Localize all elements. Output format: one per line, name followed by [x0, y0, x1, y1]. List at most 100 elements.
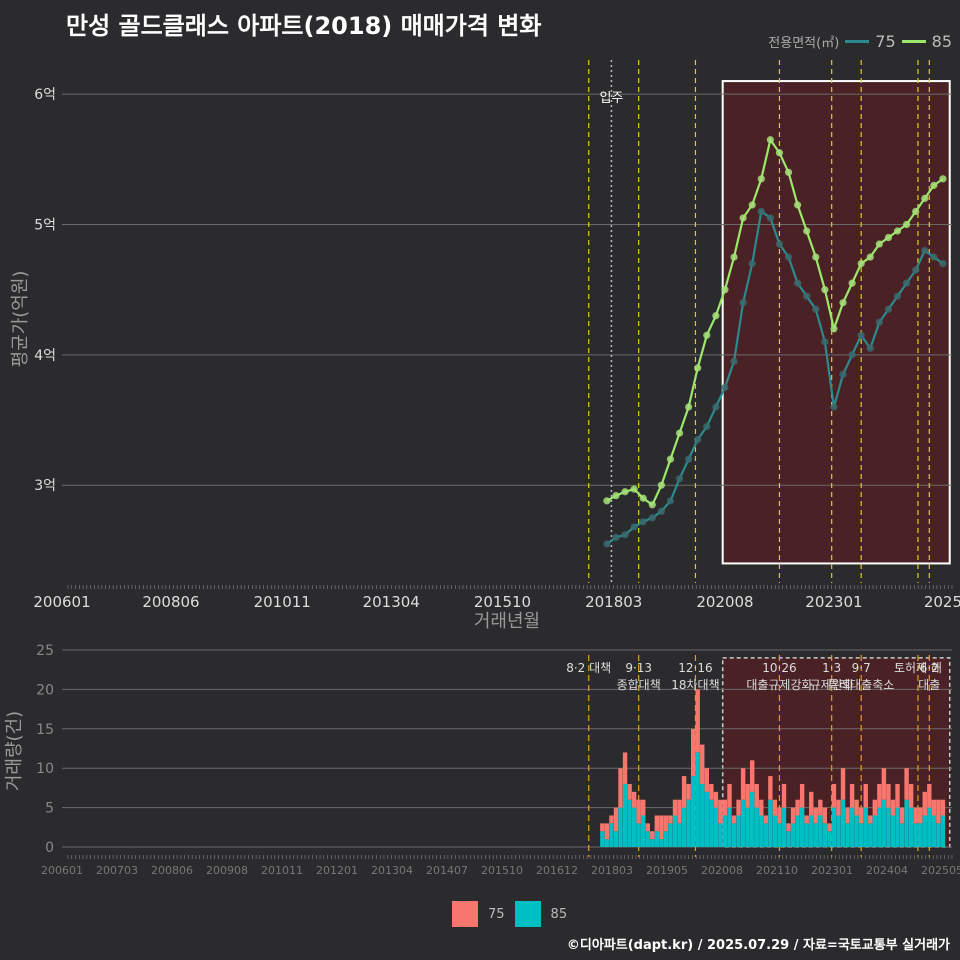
bar-75	[654, 815, 660, 832]
bar-75	[613, 807, 619, 832]
bar-75	[790, 807, 796, 824]
bar-75	[695, 689, 700, 753]
data-point-75	[875, 318, 883, 326]
bar-75	[700, 744, 705, 784]
bar-y-tick-label: 15	[36, 722, 54, 738]
bar-x-tick-label: 202008	[701, 864, 743, 877]
credit: ©디아파트(dapt.kr) / 2025.07.29 / 자료=국토교통부 실…	[566, 938, 950, 953]
bar-85	[641, 815, 646, 847]
bar-85	[695, 752, 700, 847]
x-tick-label: 2025	[924, 593, 960, 611]
bar-legend-label-85: 85	[550, 906, 568, 922]
data-point-75	[730, 357, 738, 365]
bar-85	[809, 815, 814, 847]
bar-85	[927, 807, 932, 847]
bar-85	[613, 831, 619, 847]
bar-75	[918, 807, 923, 824]
data-point-75	[712, 403, 720, 411]
bar-y-tick-label: 0	[45, 840, 54, 856]
bar-85	[763, 823, 769, 847]
data-point-85	[812, 253, 820, 261]
bar-75	[681, 776, 687, 808]
bar-75	[827, 823, 832, 832]
policy-label: 토허제 해	[894, 661, 942, 675]
data-point-75	[757, 207, 765, 216]
legend-label-75: 75	[875, 32, 896, 51]
bar-85	[877, 807, 882, 847]
bar-85	[786, 831, 791, 847]
data-point-85	[884, 233, 893, 242]
bar-75	[877, 783, 882, 808]
data-point-75	[766, 214, 774, 222]
bar-75	[890, 799, 896, 816]
data-point-85	[939, 175, 947, 183]
bar-75	[604, 823, 610, 840]
bar-75	[736, 799, 741, 816]
bar-legend-swatch-85	[514, 901, 541, 927]
bar-75	[931, 799, 937, 816]
bar-75	[704, 768, 709, 792]
bar-85	[795, 815, 800, 847]
bar-85	[854, 815, 859, 847]
bar-85	[840, 799, 846, 847]
bar-75	[913, 807, 918, 824]
data-point-85	[639, 494, 647, 502]
bar-85	[908, 807, 914, 847]
policy-label: 대출	[918, 678, 940, 692]
data-point-75	[857, 331, 865, 339]
bar-85	[799, 807, 805, 847]
data-point-75	[939, 259, 947, 268]
bar-75	[659, 815, 664, 840]
data-point-85	[657, 481, 665, 489]
bar-x-tick-label: 201905	[646, 864, 688, 877]
bar-75	[886, 783, 891, 808]
bar-75	[686, 783, 691, 800]
bar-x-tick-label: 201201	[316, 864, 358, 877]
bar-85	[868, 823, 873, 847]
bar-85	[627, 799, 632, 847]
data-point-85	[803, 227, 811, 235]
data-point-85	[857, 259, 865, 268]
bar-85	[858, 823, 864, 847]
bar-75	[881, 768, 887, 800]
policy-label: 12·16	[678, 661, 712, 675]
policy-label: 특례대출축소	[828, 678, 894, 692]
data-point-85	[630, 485, 638, 493]
data-point-85	[839, 299, 847, 307]
data-point-85	[703, 331, 711, 339]
bar-y-tick-label: 5	[45, 801, 54, 817]
bar-x-tick-label: 202404	[866, 864, 908, 877]
bar-75	[740, 768, 746, 800]
bar-x-tick-label: 200601	[41, 864, 83, 877]
bar-75	[754, 783, 759, 808]
bar-85	[822, 823, 828, 847]
data-point-75	[648, 514, 656, 522]
legend-swatch-85	[901, 40, 926, 43]
bar-75	[781, 783, 787, 808]
bar-85	[913, 823, 918, 847]
bar-85	[904, 799, 909, 847]
bar-85	[777, 823, 782, 847]
data-point-85	[866, 253, 874, 261]
data-point-75	[921, 246, 929, 255]
data-point-85	[794, 201, 802, 209]
data-point-75	[794, 279, 802, 287]
bar-x-tick-label: 201304	[371, 864, 413, 877]
x-tick-label: 202301	[805, 593, 862, 611]
bar-x-tick-label: 201407	[426, 864, 468, 877]
bar-75	[622, 752, 628, 784]
bar-75	[763, 815, 769, 824]
bar-75	[631, 791, 637, 808]
bar-85	[849, 807, 855, 847]
data-point-85	[930, 181, 938, 189]
bar-75	[799, 783, 805, 808]
data-point-75	[775, 240, 784, 248]
data-point-75	[884, 305, 893, 313]
data-point-75	[812, 305, 820, 313]
data-point-75	[721, 383, 729, 392]
bar-75	[872, 799, 878, 816]
bar-x-tick-label: 200908	[206, 864, 248, 877]
x-tick-label: 201304	[363, 593, 420, 611]
bar-75	[672, 799, 678, 816]
data-point-85	[666, 455, 675, 463]
